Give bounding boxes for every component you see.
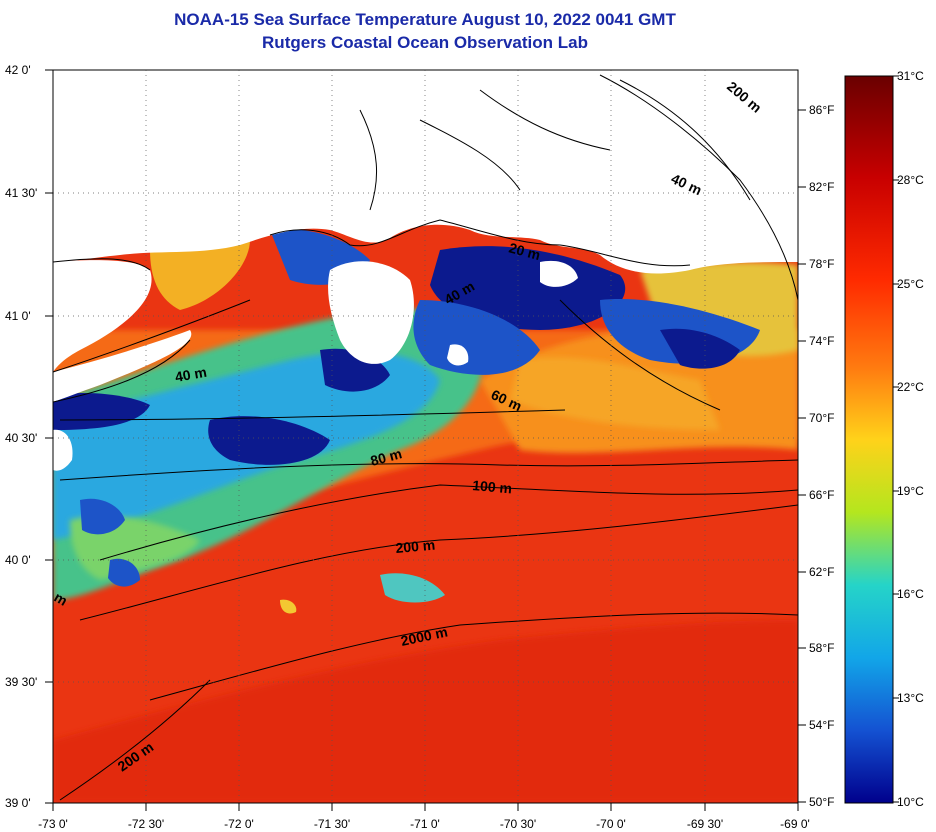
celsius-label: 22°C <box>897 380 924 394</box>
fahrenheit-label: 62°F <box>809 565 834 579</box>
lat-label: 39 0' <box>5 796 31 810</box>
celsius-label: 16°C <box>897 587 924 601</box>
lat-label: 41 30' <box>5 186 37 200</box>
celsius-label: 25°C <box>897 277 924 291</box>
longitude-labels: -73 0' -72 30' -72 0' -71 30' -71 0' -70… <box>38 817 810 831</box>
bathymetry-contours <box>53 74 798 801</box>
contour-label: 80 m <box>369 445 404 469</box>
fahrenheit-label: 66°F <box>809 488 834 502</box>
celsius-label: 31°C <box>897 69 924 83</box>
lat-lon-grid <box>53 70 798 803</box>
celsius-label: 28°C <box>897 173 924 187</box>
celsius-label: 13°C <box>897 691 924 705</box>
colorbar-celsius-labels: 31°C 28°C 25°C 22°C 19°C 16°C 13°C 10°C <box>897 69 924 809</box>
fahrenheit-label: 78°F <box>809 257 834 271</box>
colorbar <box>844 75 894 804</box>
lat-label: 40 30' <box>5 431 37 445</box>
lat-label: 39 30' <box>5 675 37 689</box>
colorbar-ticks <box>893 75 899 803</box>
map-title: NOAA-15 Sea Surface Temperature August 1… <box>174 10 676 29</box>
fahrenheit-label: 74°F <box>809 334 834 348</box>
axis-ticks <box>45 69 806 811</box>
fahrenheit-label: 86°F <box>809 103 834 117</box>
lon-label: -72 30' <box>128 817 164 831</box>
lat-label: 42 0' <box>5 63 31 77</box>
fahrenheit-label: 58°F <box>809 641 834 655</box>
lon-label: -69 30' <box>687 817 723 831</box>
colorbar-fahrenheit-labels: 86°F 82°F 78°F 74°F 70°F 66°F 62°F 58°F … <box>809 103 834 809</box>
lon-label: -71 30' <box>314 817 350 831</box>
contour-label: 20 m <box>507 239 542 263</box>
fahrenheit-label: 70°F <box>809 411 834 425</box>
lat-label: 40 0' <box>5 553 31 567</box>
contour-label: 40 m <box>174 364 208 385</box>
contour-label: 200 m <box>395 537 436 556</box>
lon-label: -73 0' <box>38 817 68 831</box>
lon-label: -70 0' <box>596 817 626 831</box>
lon-label: -69 0' <box>780 817 810 831</box>
celsius-label: 19°C <box>897 484 924 498</box>
latitude-labels: 42 0' 41 30' 41 0' 40 30' 40 0' 39 30' 3… <box>5 63 37 810</box>
celsius-label: 10°C <box>897 795 924 809</box>
fahrenheit-label: 82°F <box>809 180 834 194</box>
lon-label: -70 30' <box>500 817 536 831</box>
lon-label: -71 0' <box>410 817 440 831</box>
contour-label: 100 m <box>472 477 513 496</box>
lat-label: 41 0' <box>5 309 31 323</box>
map-subtitle: Rutgers Coastal Ocean Observation Lab <box>262 33 588 52</box>
fahrenheit-label: 50°F <box>809 795 834 809</box>
lon-label: -72 0' <box>224 817 254 831</box>
fahrenheit-label: 54°F <box>809 718 834 732</box>
